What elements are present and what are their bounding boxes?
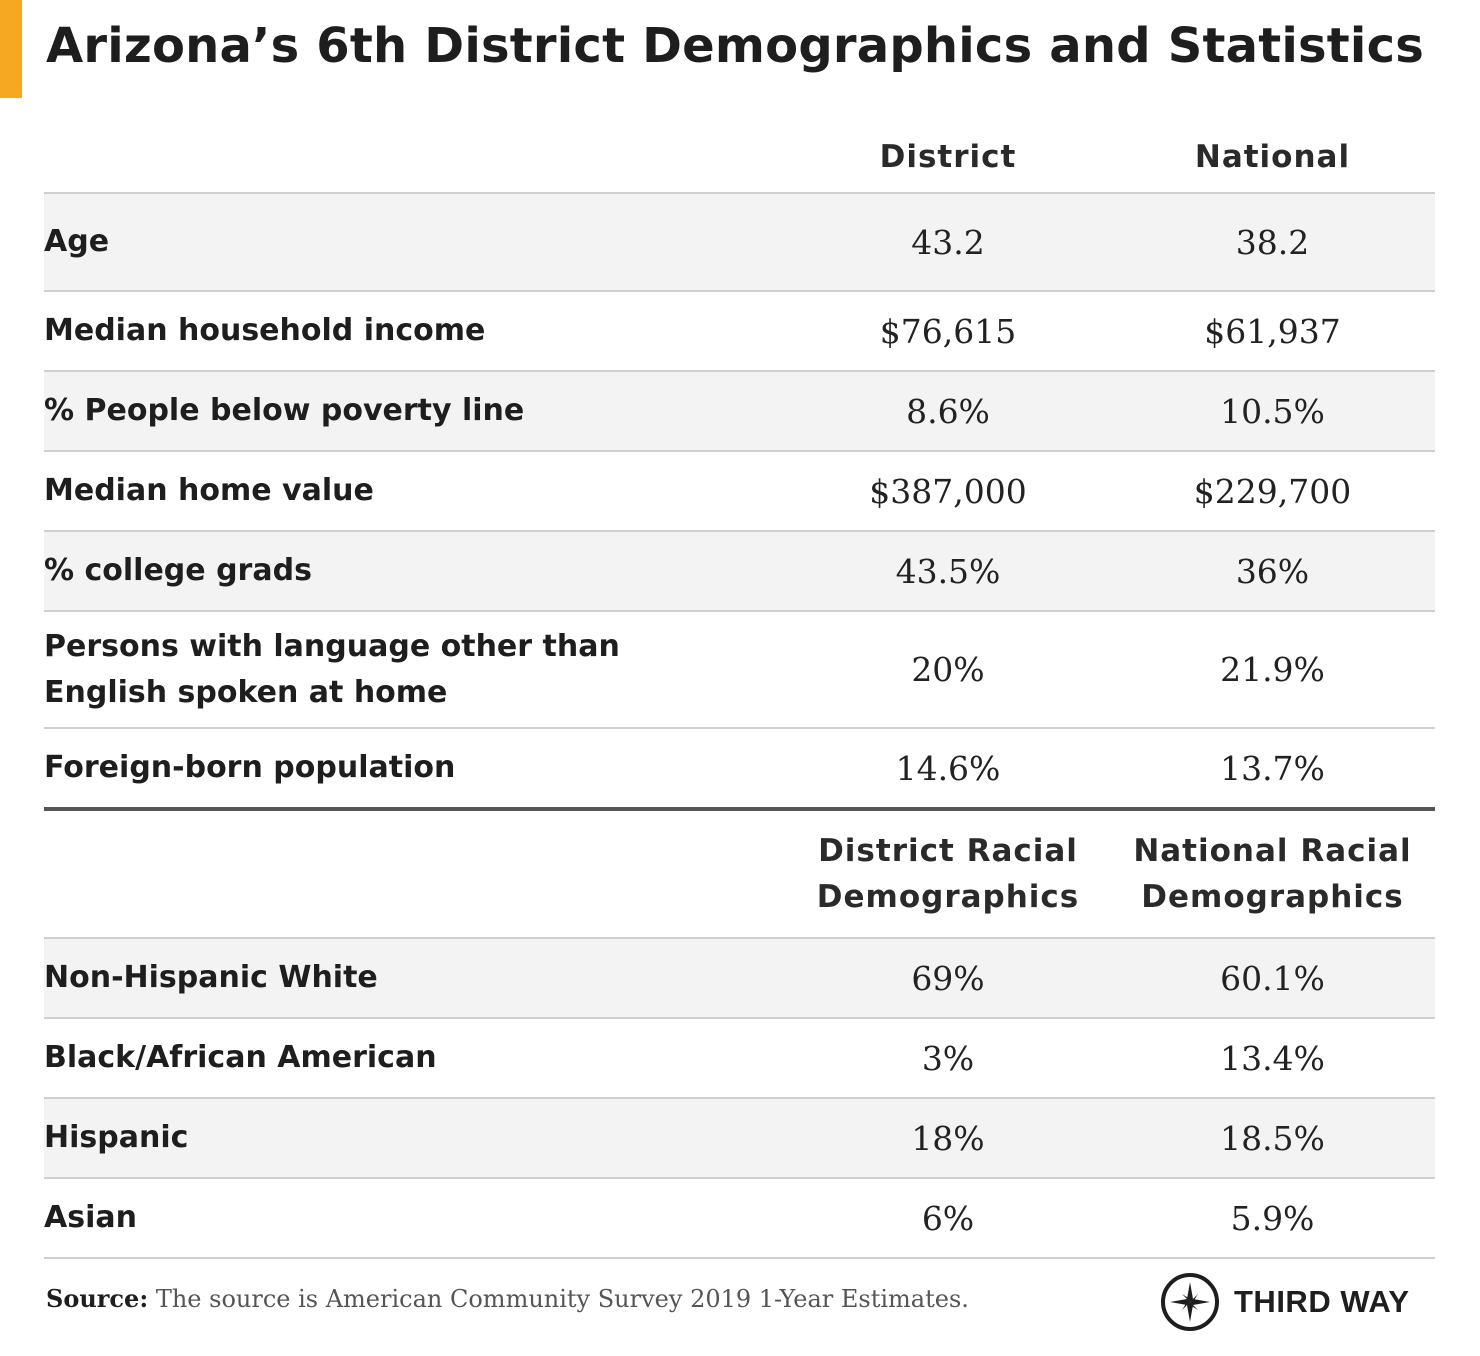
national-value: 13.7% bbox=[1110, 728, 1435, 810]
source-text: The source is American Community Survey … bbox=[155, 1285, 969, 1313]
district-value: 69% bbox=[786, 938, 1110, 1019]
table-row: Non-Hispanic White 69% 60.1% bbox=[44, 938, 1435, 1019]
national-value: 38.2 bbox=[1110, 193, 1435, 292]
national-value: $61,937 bbox=[1110, 291, 1435, 372]
row-label: Asian bbox=[44, 1178, 786, 1259]
row-label: % college grads bbox=[44, 531, 786, 612]
source-note: Source: The source is American Community… bbox=[46, 1284, 969, 1313]
district-value: 18% bbox=[786, 1098, 1110, 1179]
table-row: Age 43.2 38.2 bbox=[44, 193, 1435, 292]
table-row: Persons with language other than English… bbox=[44, 611, 1435, 729]
district-value: 43.5% bbox=[786, 531, 1110, 612]
district-value: $76,615 bbox=[786, 291, 1110, 372]
district-value: 8.6% bbox=[786, 371, 1110, 452]
row-label: Median household income bbox=[44, 291, 786, 372]
table-row: Asian 6% 5.9% bbox=[44, 1178, 1435, 1259]
table-row: % People below poverty line 8.6% 10.5% bbox=[44, 371, 1435, 452]
national-value: 5.9% bbox=[1110, 1178, 1435, 1259]
national-value: $229,700 bbox=[1110, 451, 1435, 532]
page-title: Arizona’s 6th District Demographics and … bbox=[46, 18, 1424, 74]
national-value: 18.5% bbox=[1110, 1098, 1435, 1179]
district-value: 14.6% bbox=[786, 728, 1110, 810]
brand-logo: THIRD WAY bbox=[1160, 1272, 1410, 1332]
district-value: 20% bbox=[786, 611, 1110, 729]
row-label: Hispanic bbox=[44, 1098, 786, 1179]
national-value: 36% bbox=[1110, 531, 1435, 612]
racial-header: District Racial Demographics National Ra… bbox=[44, 807, 1435, 939]
district-value: 3% bbox=[786, 1018, 1110, 1099]
table-row: Median home value $387,000 $229,700 bbox=[44, 451, 1435, 532]
table-row: Hispanic 18% 18.5% bbox=[44, 1098, 1435, 1179]
national-value: 60.1% bbox=[1110, 938, 1435, 1019]
stats-table: District National Age 43.2 38.2 Median h… bbox=[44, 122, 1435, 1259]
accent-bar bbox=[0, 0, 22, 98]
national-value: 13.4% bbox=[1110, 1018, 1435, 1099]
national-value: 21.9% bbox=[1110, 611, 1435, 729]
table-row: % college grads 43.5% 36% bbox=[44, 531, 1435, 612]
district-value: $387,000 bbox=[786, 451, 1110, 532]
compass-icon bbox=[1160, 1272, 1220, 1332]
header-district-racial: District Racial Demographics bbox=[786, 807, 1110, 939]
row-label: Median home value bbox=[44, 451, 786, 532]
row-label: Persons with language other than English… bbox=[44, 611, 786, 729]
row-label: Age bbox=[44, 193, 786, 292]
brand-name: THIRD WAY bbox=[1234, 1284, 1410, 1319]
row-label: % People below poverty line bbox=[44, 371, 786, 452]
national-value: 10.5% bbox=[1110, 371, 1435, 452]
table-row: Black/African American 3% 13.4% bbox=[44, 1018, 1435, 1099]
district-value: 6% bbox=[786, 1178, 1110, 1259]
table-row: Median household income $76,615 $61,937 bbox=[44, 291, 1435, 372]
source-label: Source: bbox=[46, 1284, 149, 1313]
row-label: Non-Hispanic White bbox=[44, 938, 786, 1019]
row-label: Foreign-born population bbox=[44, 728, 786, 810]
header-national-racial: National Racial Demographics bbox=[1110, 807, 1435, 939]
header-district: District bbox=[786, 122, 1110, 194]
header-blank-cell bbox=[44, 122, 786, 194]
table-header: District National bbox=[44, 122, 1435, 194]
district-value: 43.2 bbox=[786, 193, 1110, 292]
header-national: National bbox=[1110, 122, 1435, 194]
header-blank-cell bbox=[44, 807, 786, 939]
table-row: Foreign-born population 14.6% 13.7% bbox=[44, 728, 1435, 810]
row-label: Black/African American bbox=[44, 1018, 786, 1099]
